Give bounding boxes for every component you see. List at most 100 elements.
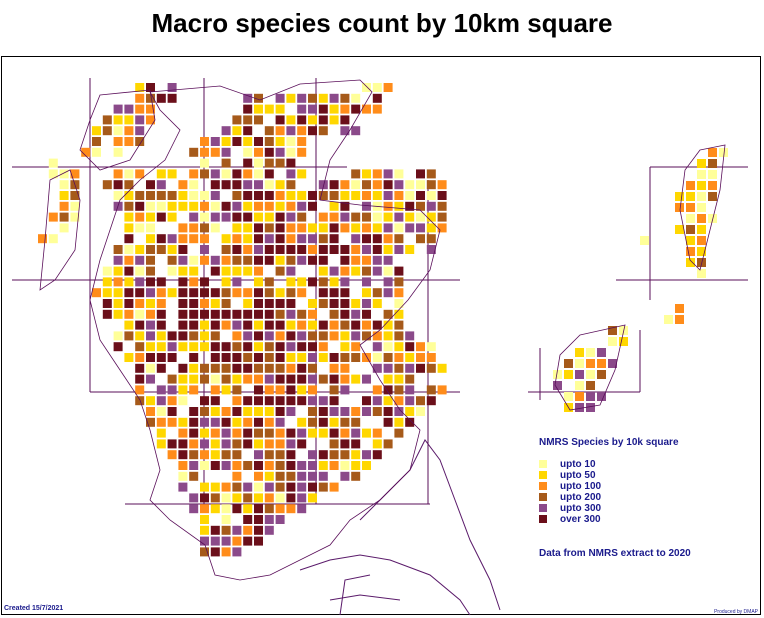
grid-cell	[297, 353, 307, 362]
grid-cell	[297, 493, 307, 503]
produced-by: Produced by DMAP	[714, 609, 758, 615]
grid-cell	[254, 277, 263, 287]
grid-cell	[254, 147, 263, 157]
grid-cell	[210, 299, 220, 308]
grid-cell	[275, 126, 285, 136]
grid-cell	[297, 331, 307, 341]
grid-cell	[156, 353, 166, 362]
grid-cell	[340, 363, 350, 373]
grid-cell	[243, 147, 253, 157]
grid-cell	[113, 266, 123, 276]
grid-cell	[286, 439, 296, 449]
grid-cell	[156, 309, 166, 319]
grid-cell	[178, 396, 188, 406]
grid-cell	[124, 234, 134, 244]
grid-cell	[200, 417, 209, 427]
grid-cell	[297, 471, 307, 481]
grid-cell	[146, 407, 155, 416]
grid-cell	[210, 255, 220, 265]
grid-cell	[264, 407, 274, 416]
grid-cell	[318, 223, 328, 233]
grid-cell	[329, 428, 339, 438]
grid-cell	[243, 374, 253, 384]
grid-cell	[135, 137, 145, 146]
grid-cell	[405, 363, 415, 373]
grid-cell	[254, 385, 263, 395]
grid-cell	[340, 353, 350, 362]
grid-cell	[264, 342, 274, 352]
grid-cell	[221, 255, 231, 265]
grid-cell	[243, 396, 253, 406]
grid-cell	[286, 385, 296, 395]
grid-cell	[351, 180, 361, 190]
grid-cell	[221, 450, 231, 460]
grid-cell	[340, 450, 350, 460]
grid-cell	[275, 396, 285, 406]
grid-cell	[232, 234, 242, 244]
grid-cell	[200, 547, 209, 557]
grid-cell	[675, 203, 684, 212]
grid-cell	[340, 93, 350, 103]
grid-cell	[264, 320, 274, 330]
grid-cell	[286, 353, 296, 362]
grid-cell	[297, 137, 307, 146]
grid-cell	[264, 104, 274, 114]
grid-cell	[264, 212, 274, 222]
grid-cell	[254, 482, 263, 492]
grid-cell	[243, 299, 253, 308]
grid-cell	[394, 396, 404, 406]
grid-cell	[113, 147, 123, 157]
grid-cell	[232, 439, 242, 449]
grid-cell	[275, 385, 285, 395]
grid-cell	[383, 223, 393, 233]
grid-cell	[264, 288, 274, 298]
grid-cell	[221, 266, 231, 276]
grid-cell	[70, 191, 80, 200]
grid-cell	[124, 288, 134, 298]
grid-cell	[308, 331, 317, 341]
grid-cell	[189, 277, 199, 287]
grid-cell	[210, 450, 220, 460]
grid-cell	[297, 461, 307, 470]
grid-cell	[254, 331, 263, 341]
grid-cell	[275, 515, 285, 524]
grid-cell	[686, 258, 695, 267]
grid-cell	[340, 115, 350, 125]
grid-cell	[243, 342, 253, 352]
grid-cell	[70, 169, 80, 179]
grid-cell	[124, 266, 134, 276]
grid-cell	[210, 137, 220, 146]
grid-cell	[286, 461, 296, 470]
grid-cell	[362, 245, 371, 254]
grid-cell	[167, 439, 177, 449]
grid-cell	[135, 299, 145, 308]
grid-cell	[124, 137, 134, 146]
grid-cell	[564, 359, 573, 368]
grid-cell	[329, 320, 339, 330]
grid-cell	[189, 201, 199, 211]
grid-cell	[102, 180, 112, 190]
grid-cell	[232, 331, 242, 341]
data-source-note: Data from NMRS extract to 2020	[539, 548, 691, 559]
grid-cell	[232, 547, 242, 557]
grid-cell	[221, 407, 231, 416]
grid-cell	[254, 363, 263, 373]
grid-cell	[275, 461, 285, 470]
legend-label: upto 10	[560, 459, 596, 470]
grid-cell	[394, 363, 404, 373]
grid-cell	[221, 504, 231, 514]
grid-cell	[372, 245, 382, 254]
grid-cell	[697, 236, 706, 245]
grid-cell	[437, 363, 447, 373]
grid-cell	[135, 93, 145, 103]
grid-cell	[416, 396, 425, 406]
grid-cell	[221, 309, 231, 319]
grid-cell	[362, 450, 371, 460]
grid-cell	[362, 461, 371, 470]
grid-cell	[167, 201, 177, 211]
grid-cell	[243, 515, 253, 524]
grid-cell	[232, 342, 242, 352]
grid-cell	[113, 255, 123, 265]
grid-cell	[167, 255, 177, 265]
grid-cell	[362, 299, 371, 308]
